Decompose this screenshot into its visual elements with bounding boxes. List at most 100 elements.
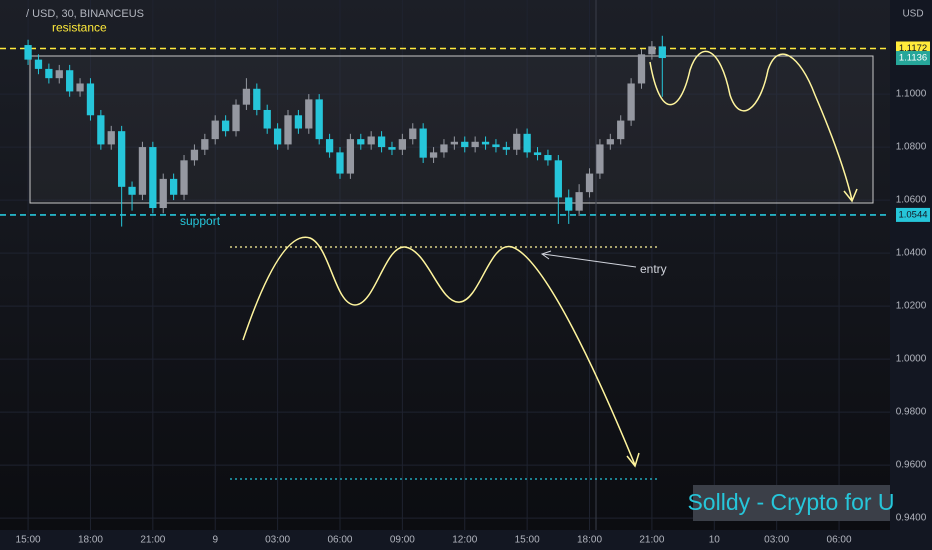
candle-body — [315, 99, 323, 140]
x-tick-label: 18:00 — [577, 535, 602, 546]
candle-body — [658, 46, 666, 59]
candle-body — [201, 139, 209, 150]
candles — [24, 35, 666, 227]
candle-body — [544, 155, 552, 161]
level-name: resistance — [52, 21, 107, 35]
candle-body — [429, 152, 438, 158]
candle-body — [367, 136, 375, 145]
candle-body — [492, 144, 500, 148]
candle-body — [180, 160, 188, 195]
arrowhead — [843, 188, 858, 203]
range-box — [29, 55, 874, 204]
candle-body — [86, 83, 95, 116]
level-tag-label: 1.0544 — [898, 209, 927, 220]
arrowhead — [540, 250, 552, 260]
candle-body — [34, 59, 43, 69]
y-axis-label: USD — [902, 9, 923, 20]
candle-body — [190, 149, 199, 161]
candle-body — [336, 152, 344, 174]
candle-body — [118, 131, 126, 187]
candle-body — [606, 139, 614, 145]
axis-labels: 0.9400 0.9600 0.9800 1.0000 1.0200 1.0400 1.06… — [16, 41, 930, 546]
candle-body — [253, 88, 261, 110]
chart-title: / USD, 30, BINANCEUS — [26, 8, 144, 20]
x-tick-label: 12:00 — [452, 535, 477, 546]
y-tick-label: 1.0000 — [896, 354, 927, 365]
candle-body — [409, 128, 417, 140]
candle-body — [346, 139, 355, 174]
candle-body — [471, 141, 479, 148]
y-tick-label: 1.0200 — [896, 301, 927, 312]
candle-body — [149, 147, 157, 209]
level-tag-label: 1.1172 — [899, 43, 927, 54]
candle-body — [617, 120, 625, 140]
candle-body — [585, 173, 594, 193]
entry-label: entry — [640, 262, 667, 276]
candle-body — [128, 186, 136, 195]
last-price-label: 1.1136 — [899, 53, 927, 64]
y-tick-label: 0.9800 — [896, 407, 927, 418]
level-tag — [896, 207, 930, 222]
candle-body — [461, 141, 469, 148]
x-tick-label: 06:00 — [827, 535, 852, 546]
y-tick-label: 1.0600 — [896, 195, 927, 206]
y-tick-label: 0.9600 — [896, 460, 927, 471]
time-axis — [0, 530, 932, 550]
watermark-box — [693, 485, 890, 521]
candle-body — [211, 120, 219, 140]
x-tick-label: 15:00 — [16, 535, 41, 546]
watermark: Solldy - Crypto for U — [687, 489, 894, 515]
y-tick-label: 1.0800 — [896, 142, 927, 153]
entry-arrow — [542, 253, 637, 268]
candle-body — [637, 54, 646, 84]
candle-body — [159, 178, 167, 209]
candle-body — [481, 141, 490, 145]
candle-body — [648, 46, 656, 55]
candle-body — [138, 147, 147, 195]
candle-body — [325, 139, 334, 153]
candle-body — [575, 192, 583, 211]
candle-body — [55, 70, 63, 79]
candle-body — [388, 147, 396, 150]
x-tick-label: 21:00 — [140, 535, 165, 546]
candle-body — [45, 68, 53, 79]
candle-body — [221, 120, 230, 132]
arrowhead — [626, 452, 640, 468]
candle-body — [76, 83, 84, 92]
projection-curve — [649, 50, 853, 201]
price-axis — [890, 0, 932, 550]
candle-body — [97, 115, 105, 145]
x-tick-label: 09:00 — [390, 535, 415, 546]
candle-body — [523, 133, 531, 153]
candle-body — [305, 99, 313, 129]
candle-body — [284, 115, 292, 145]
candle-body — [440, 144, 448, 153]
y-tick-label: 1.1000 — [896, 89, 927, 100]
candle-body — [554, 160, 562, 198]
candle-body — [450, 141, 458, 145]
candle-body — [24, 45, 32, 60]
x-tick-label: 15:00 — [515, 535, 540, 546]
candle-body — [242, 88, 251, 105]
candle-body — [533, 152, 542, 156]
x-tick-label: 18:00 — [78, 535, 103, 546]
candle-body — [294, 115, 303, 129]
candle-body — [565, 197, 573, 211]
x-tick-label: 21:00 — [639, 535, 664, 546]
x-tick-label: 10 — [709, 535, 721, 546]
levels: resistance support — [0, 21, 890, 228]
candle-body — [263, 109, 271, 129]
projection-curve — [242, 236, 636, 466]
y-tick-label: 1.0400 — [896, 248, 927, 259]
y-tick-label: 0.9400 — [896, 513, 927, 524]
x-tick-label: 06:00 — [327, 535, 352, 546]
candle-body — [502, 147, 510, 150]
grid — [0, 0, 890, 530]
candle-body — [273, 128, 282, 145]
candle-body — [232, 104, 240, 132]
x-tick-label: 03:00 — [764, 535, 789, 546]
candle-body — [66, 70, 74, 92]
candle-body — [377, 136, 386, 148]
candle-body — [169, 178, 178, 195]
